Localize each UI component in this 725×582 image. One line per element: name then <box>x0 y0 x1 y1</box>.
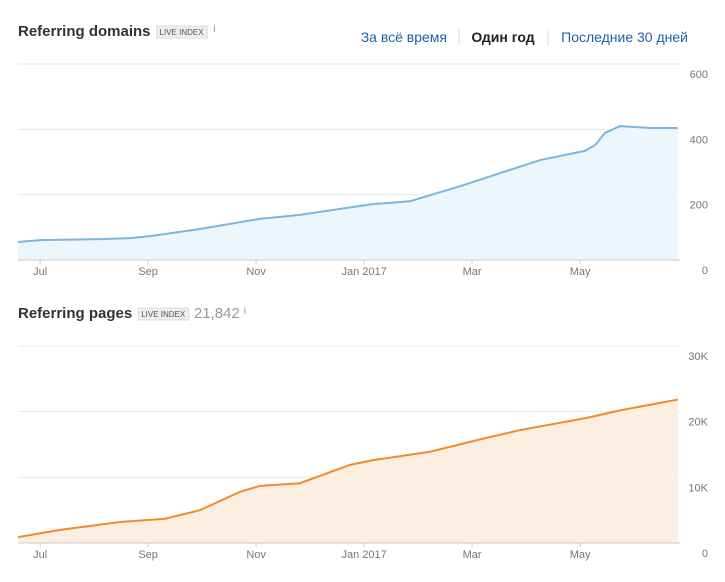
y-tick-label: 600 <box>690 69 708 81</box>
y-tick-label: 10K <box>688 482 708 494</box>
x-tick-label: Jul <box>33 549 47 561</box>
y-tick-label: 200 <box>690 200 708 212</box>
y-tick-label: 0 <box>702 548 708 560</box>
chart-title: Referring pages <box>18 305 132 322</box>
period-all[interactable]: За всё время <box>361 29 447 45</box>
x-tick-label: Nov <box>246 549 266 561</box>
area-fill <box>18 126 678 260</box>
area-fill <box>18 399 678 543</box>
x-tick-label: Nov <box>246 266 266 278</box>
count: 21,842 <box>194 305 240 322</box>
info-icon: i <box>213 24 215 35</box>
y-tick-label: 400 <box>690 134 708 146</box>
x-tick-label: Mar <box>463 266 482 278</box>
info-icon: i <box>244 306 246 317</box>
y-tick-label: 0 <box>702 265 708 277</box>
x-tick-label: May <box>570 549 591 561</box>
x-tick-label: Mar <box>463 549 482 561</box>
x-tick-label: May <box>570 266 591 278</box>
live-index-badge: LIVE INDEX <box>160 28 205 37</box>
badge-box <box>137 307 190 321</box>
series-line <box>17 398 679 539</box>
series-line <box>17 125 678 244</box>
x-tick-label: Jan 2017 <box>341 266 386 278</box>
period-year[interactable]: Один год <box>471 29 534 45</box>
y-tick-label: 30K <box>688 351 708 363</box>
badge-box <box>156 25 208 39</box>
x-tick-label: Sep <box>138 549 158 561</box>
y-tick-label: 20K <box>688 417 708 429</box>
x-tick-label: Sep <box>138 266 158 278</box>
x-tick-label: Jan 2017 <box>341 549 386 561</box>
live-index-badge: LIVE INDEX <box>141 310 186 319</box>
x-tick-label: Jul <box>33 266 47 278</box>
period-30d[interactable]: Последние 30 дней <box>561 29 688 45</box>
chart-title: Referring domains <box>18 23 151 40</box>
